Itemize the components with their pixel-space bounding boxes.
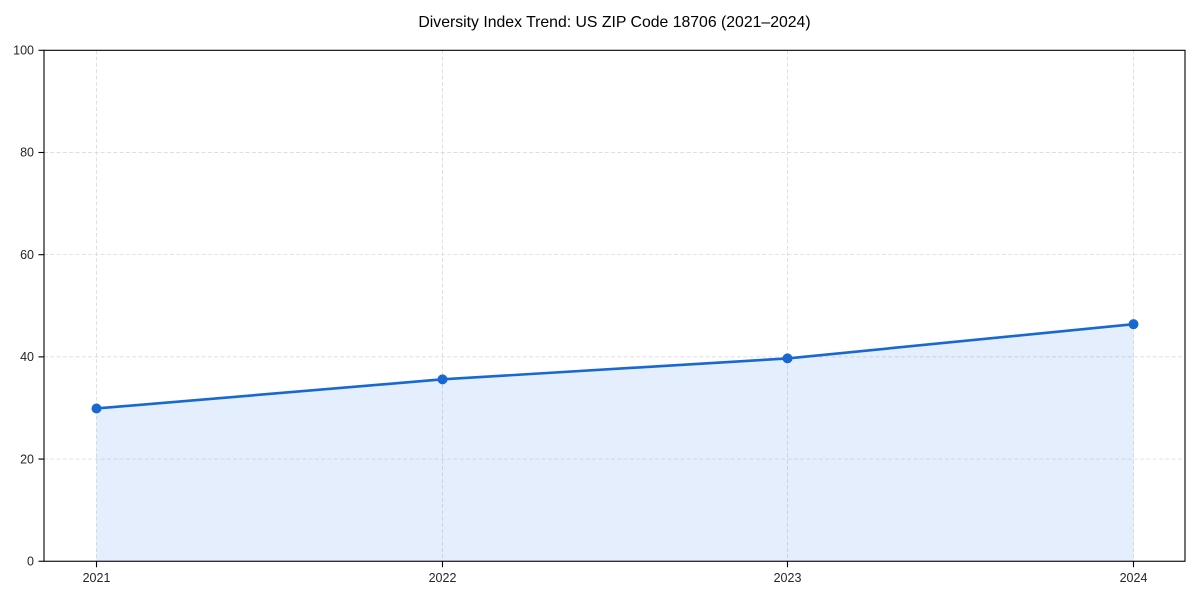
svg-text:80: 80 <box>20 146 34 160</box>
svg-text:2024: 2024 <box>1120 571 1148 585</box>
svg-text:2023: 2023 <box>774 571 802 585</box>
svg-text:20: 20 <box>20 452 34 466</box>
svg-text:2022: 2022 <box>429 571 457 585</box>
svg-text:100: 100 <box>13 44 34 58</box>
svg-text:0: 0 <box>27 554 34 568</box>
svg-text:40: 40 <box>20 350 34 364</box>
svg-text:60: 60 <box>20 248 34 262</box>
svg-text:2021: 2021 <box>83 571 111 585</box>
